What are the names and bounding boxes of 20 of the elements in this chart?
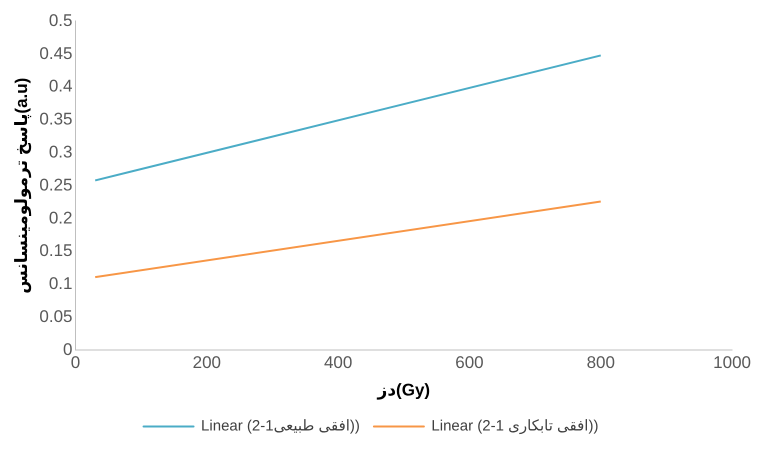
legend-label: Linear (افقی تابکاری 1-2)) [431, 418, 598, 435]
y-tick-label: 0.15 [39, 241, 72, 260]
x-tick-label: 200 [192, 353, 221, 372]
x-axis-title: دز(Gy) [376, 380, 430, 400]
x-tick-label: 1000 [713, 353, 752, 372]
y-tick-label: 0.2 [48, 208, 72, 228]
y-tick-label: 0.35 [39, 110, 72, 129]
legend-label: Linear (افقی طبیعی1-2)) [201, 418, 360, 435]
y-tick-label: 0.1 [48, 274, 72, 294]
y-tick-label: 0 [63, 340, 72, 359]
y-tick-label: 0.4 [48, 76, 72, 96]
x-tick-label: 600 [455, 353, 484, 372]
x-tick-label: 800 [586, 353, 615, 372]
y-axis-title: پاسخ ترمولومینسانس(a.u) [12, 78, 32, 294]
y-tick-label: 0.3 [48, 142, 72, 162]
y-tick-label: 0.25 [39, 175, 72, 194]
x-tick-label: 400 [324, 353, 352, 372]
y-tick-label: 0.45 [39, 44, 72, 63]
y-tick-label: 0.5 [48, 10, 72, 30]
y-tick-label: 0.05 [39, 306, 72, 326]
